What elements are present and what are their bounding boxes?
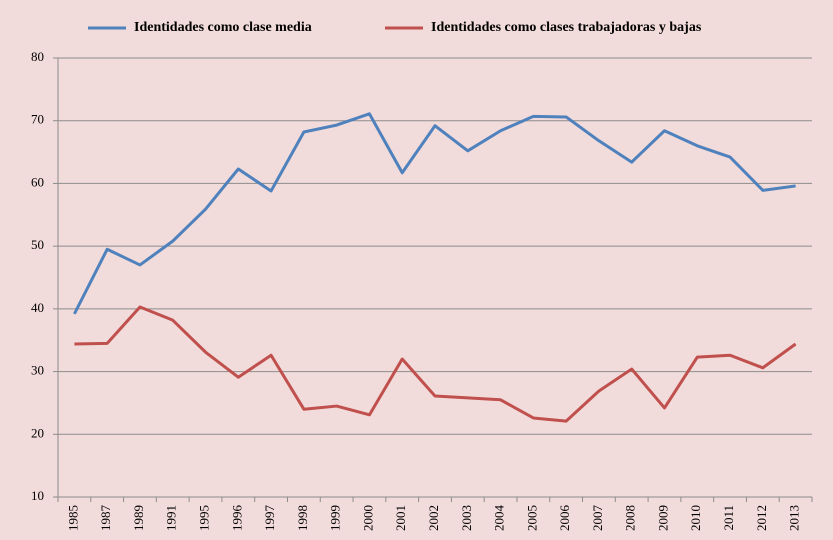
y-tick-label: 70 [31,112,44,127]
x-tick-label: 1991 [164,505,179,531]
x-tick-label: 1998 [295,505,310,531]
x-tick-label: 1985 [65,505,80,531]
x-tick-label: 2007 [590,505,605,532]
x-tick-label: 2013 [787,505,802,531]
x-tick-label: 1997 [262,505,277,532]
x-tick-label: 1989 [131,505,146,531]
y-tick-label: 20 [31,425,44,440]
x-tick-label: 1987 [98,505,113,532]
y-tick-label: 30 [31,363,44,378]
x-tick-label: 2005 [524,505,539,531]
x-tick-label: 2001 [393,505,408,531]
x-tick-label: 2008 [623,505,638,531]
data-line [74,305,797,423]
y-tick-label: 80 [31,49,44,64]
x-tick-label: 2010 [688,505,703,531]
y-tick-label: 40 [31,300,44,315]
x-tick-label: 2000 [360,505,375,531]
x-tick-label: 1999 [328,505,343,531]
y-tick-label: 50 [31,237,44,252]
legend-label: Identidades como clases trabajadoras y b… [431,20,702,35]
x-tick-label: 2003 [459,505,474,531]
y-tick-label: 60 [31,174,44,189]
legend-label: Identidades como clase media [134,20,312,35]
x-tick-label: 2006 [557,505,572,532]
x-tick-label: 2004 [492,504,507,531]
data-line [73,112,796,315]
y-tick-label: 10 [31,488,44,503]
x-tick-label: 2009 [655,505,670,531]
x-tick-label: 1995 [197,505,212,531]
x-tick-label: 2002 [426,505,441,531]
x-tick-label: 2011 [721,505,736,531]
x-tick-label: 2012 [754,505,769,531]
x-tick-label: 1996 [229,505,244,532]
